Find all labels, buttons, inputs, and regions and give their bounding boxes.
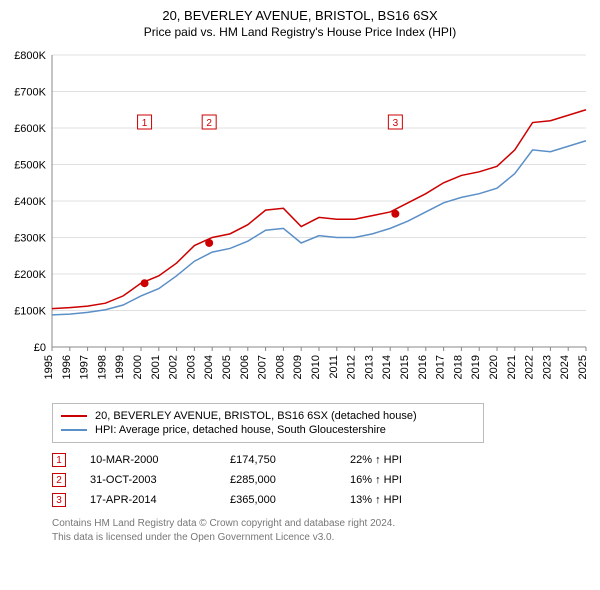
svg-text:2008: 2008 xyxy=(274,355,286,379)
svg-text:£0: £0 xyxy=(34,342,46,354)
svg-text:3: 3 xyxy=(393,118,399,129)
svg-text:1997: 1997 xyxy=(79,355,91,379)
svg-text:2005: 2005 xyxy=(221,355,233,379)
svg-text:2015: 2015 xyxy=(399,355,411,379)
svg-text:2019: 2019 xyxy=(470,355,482,379)
svg-text:2007: 2007 xyxy=(257,355,269,379)
svg-text:2016: 2016 xyxy=(417,355,429,379)
sale-price: £174,750 xyxy=(230,454,350,466)
svg-text:2002: 2002 xyxy=(168,355,180,379)
svg-text:£600K: £600K xyxy=(14,123,46,135)
chart-subtitle: Price paid vs. HM Land Registry's House … xyxy=(8,25,592,39)
legend-label-red: 20, BEVERLEY AVENUE, BRISTOL, BS16 6SX (… xyxy=(95,410,417,422)
sale-row: 2 31-OCT-2003£285,00016% ↑ HPI xyxy=(52,473,592,487)
sale-pct: 22% ↑ HPI xyxy=(350,454,460,466)
svg-text:2009: 2009 xyxy=(292,355,304,379)
svg-text:2004: 2004 xyxy=(203,355,215,379)
svg-text:2012: 2012 xyxy=(346,355,358,379)
sale-pct: 16% ↑ HPI xyxy=(350,474,460,486)
chart-title: 20, BEVERLEY AVENUE, BRISTOL, BS16 6SX xyxy=(8,8,592,23)
svg-text:2024: 2024 xyxy=(559,355,571,379)
legend-swatch-red xyxy=(61,415,87,417)
svg-text:2: 2 xyxy=(206,118,212,129)
svg-text:2023: 2023 xyxy=(541,355,553,379)
footer-line1: Contains HM Land Registry data © Crown c… xyxy=(52,517,592,531)
sale-date: 31-OCT-2003 xyxy=(90,474,230,486)
sale-row: 3 17-APR-2014£365,00013% ↑ HPI xyxy=(52,493,592,507)
svg-text:2013: 2013 xyxy=(363,355,375,379)
sale-price: £365,000 xyxy=(230,494,350,506)
svg-text:2025: 2025 xyxy=(577,355,589,379)
sale-index: 1 xyxy=(52,453,66,467)
svg-text:£200K: £200K xyxy=(14,269,46,281)
sales-table: 1 10-MAR-2000£174,75022% ↑ HPI 2 31-OCT-200… xyxy=(52,453,592,507)
svg-text:2000: 2000 xyxy=(132,355,144,379)
sale-row: 1 10-MAR-2000£174,75022% ↑ HPI xyxy=(52,453,592,467)
svg-text:£400K: £400K xyxy=(14,196,46,208)
chart-area: £0 £100K £200K £300K £400K £500K £600K £700K £80… xyxy=(8,47,592,397)
svg-text:2017: 2017 xyxy=(435,355,447,379)
sale-index: 3 xyxy=(52,493,66,507)
svg-text:£700K: £700K xyxy=(14,87,46,99)
legend: 20, BEVERLEY AVENUE, BRISTOL, BS16 6SX (… xyxy=(52,403,484,443)
svg-text:2006: 2006 xyxy=(239,355,251,379)
legend-label-blue: HPI: Average price, detached house, Sout… xyxy=(95,424,386,436)
sale-index: 2 xyxy=(52,473,66,487)
svg-text:£800K: £800K xyxy=(14,50,46,62)
svg-text:£500K: £500K xyxy=(14,160,46,172)
footer-line2: This data is licensed under the Open Gov… xyxy=(52,531,592,545)
svg-text:1999: 1999 xyxy=(114,355,126,379)
footer: Contains HM Land Registry data © Crown c… xyxy=(52,517,592,545)
svg-text:2011: 2011 xyxy=(328,355,340,379)
legend-swatch-blue xyxy=(61,429,87,431)
svg-text:1998: 1998 xyxy=(96,355,108,379)
sale-pct: 13% ↑ HPI xyxy=(350,494,460,506)
line-chart: £0 £100K £200K £300K £400K £500K £600K £700K £80… xyxy=(8,47,592,397)
legend-row-blue: HPI: Average price, detached house, Sout… xyxy=(61,424,475,436)
svg-text:1: 1 xyxy=(142,118,148,129)
svg-text:2021: 2021 xyxy=(506,355,518,379)
svg-text:2020: 2020 xyxy=(488,355,500,379)
sale-price: £285,000 xyxy=(230,474,350,486)
svg-text:£300K: £300K xyxy=(14,233,46,245)
svg-text:2014: 2014 xyxy=(381,355,393,379)
svg-text:2001: 2001 xyxy=(150,355,162,379)
svg-text:£100K: £100K xyxy=(14,306,46,318)
svg-text:2018: 2018 xyxy=(452,355,464,379)
svg-text:1996: 1996 xyxy=(61,355,73,379)
svg-text:2022: 2022 xyxy=(524,355,536,379)
svg-text:1995: 1995 xyxy=(43,355,55,379)
svg-text:2010: 2010 xyxy=(310,355,322,379)
sale-date: 17-APR-2014 xyxy=(90,494,230,506)
legend-row-red: 20, BEVERLEY AVENUE, BRISTOL, BS16 6SX (… xyxy=(61,410,475,422)
svg-text:2003: 2003 xyxy=(185,355,197,379)
sale-date: 10-MAR-2000 xyxy=(90,454,230,466)
